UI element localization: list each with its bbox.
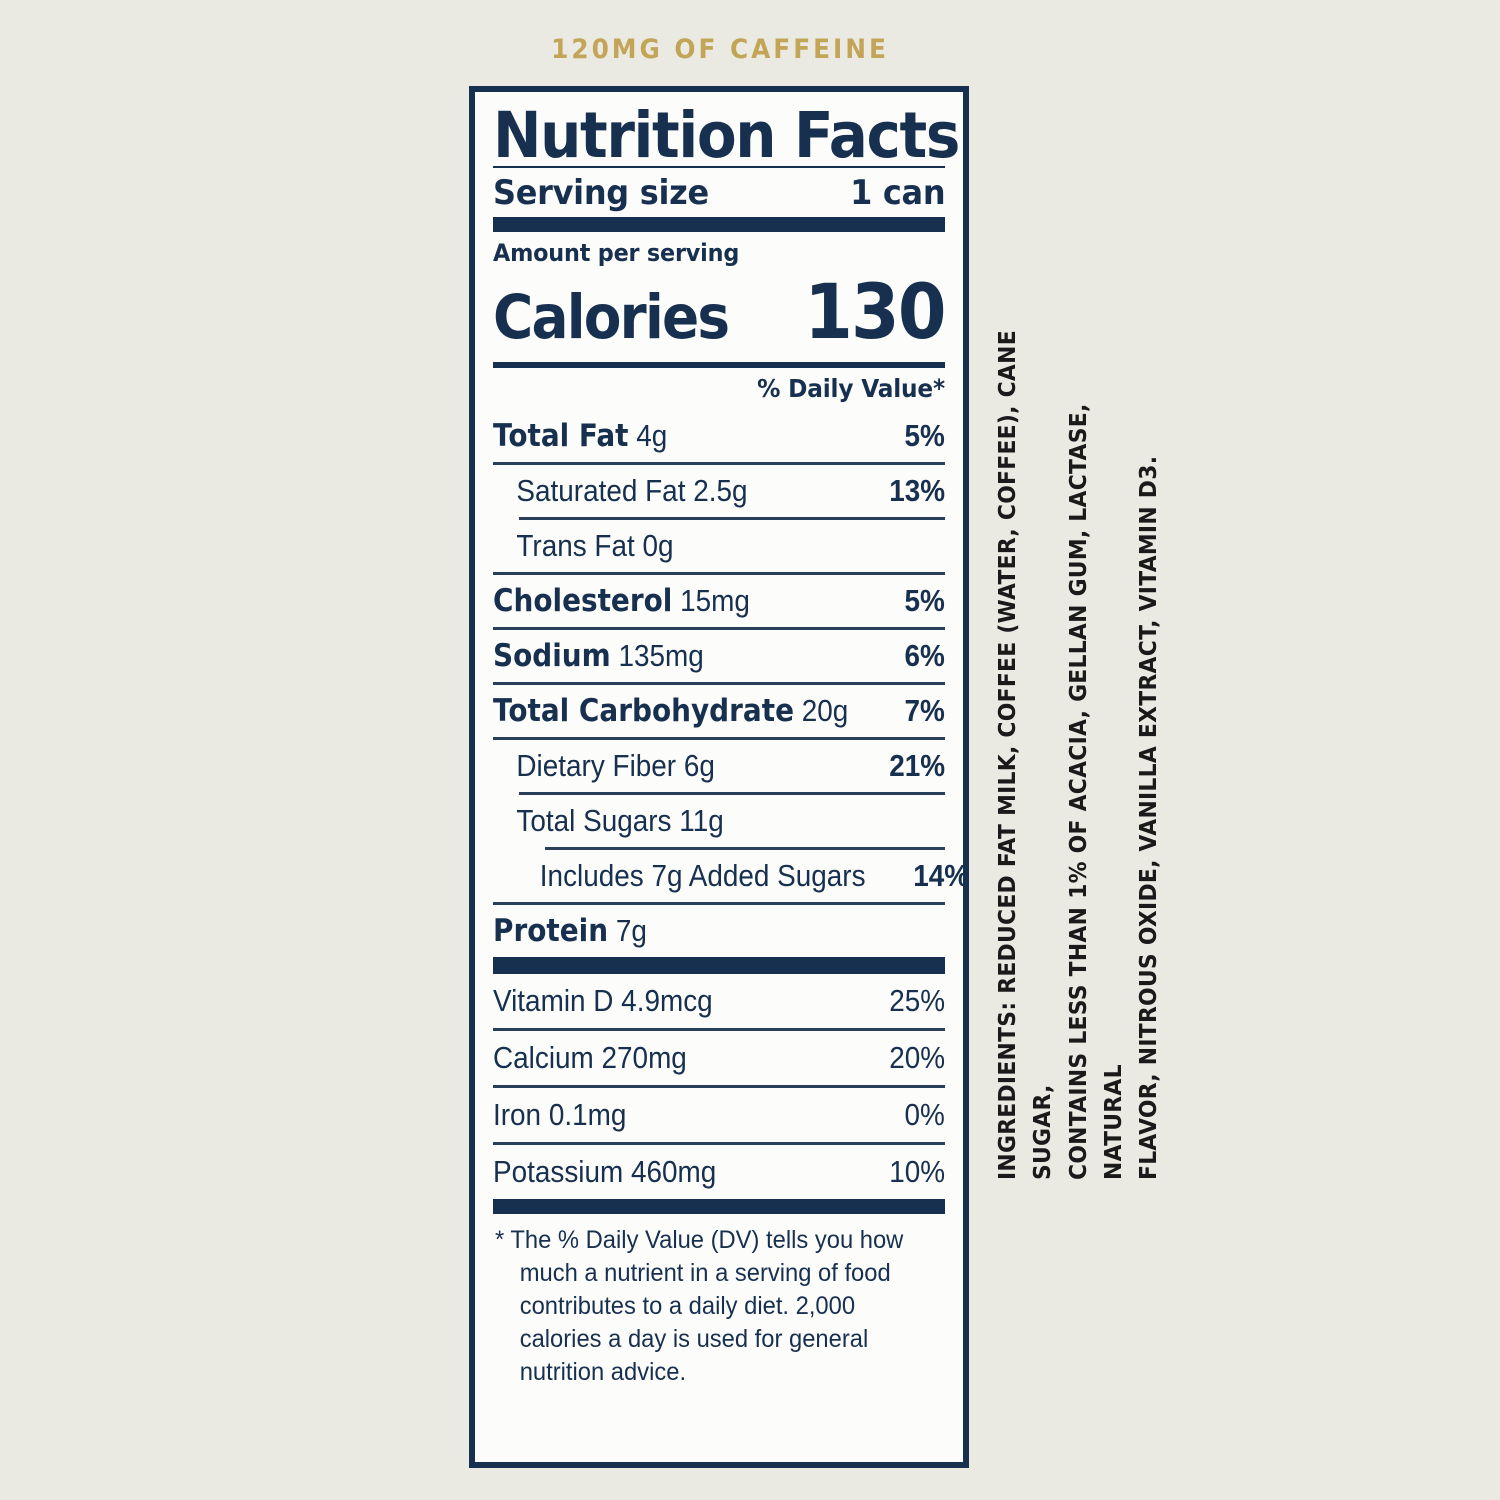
nutrient-row: Protein 7g <box>493 905 945 957</box>
nutrient-daily-value: 6% <box>904 638 945 674</box>
nutrient-divider <box>493 462 945 466</box>
nutrient-amount: 2.5g <box>685 473 748 509</box>
nutrient-amount: 6g <box>676 748 715 784</box>
nutrient-amount: 20g <box>794 693 849 729</box>
daily-value-footnote-text: * The % Daily Value (DV) tells you how m… <box>495 1226 904 1387</box>
nutrient-row: Includes 7g Added Sugars 14% <box>493 850 969 902</box>
nutrient-label: Protein 7g <box>493 913 647 950</box>
divider-thick-above-calories <box>493 217 945 233</box>
divider-thick-above-micronutrients <box>493 957 945 975</box>
nutrient-row: Saturated Fat 2.5g 13% <box>493 465 945 517</box>
daily-value-header: % Daily Value* <box>493 368 945 410</box>
serving-size-row: Serving size 1 can <box>493 168 945 217</box>
daily-value-footnote: * The % Daily Value (DV) tells you how m… <box>493 1214 945 1389</box>
nutrient-amount: 0g <box>634 528 674 564</box>
nutrient-row: Trans Fat 0g <box>493 520 945 572</box>
nutrient-daily-value: 5% <box>904 418 945 454</box>
ingredients-block: INGREDIENTS: REDUCED FAT MILK, COFFEE (W… <box>990 250 1162 1180</box>
nutrient-daily-value: 7% <box>904 693 945 729</box>
daily-value-header-text: % Daily Value* <box>757 374 945 404</box>
micronutrient-daily-value: 25% <box>889 983 945 1019</box>
calories-label: Calories <box>493 282 730 354</box>
nutrient-daily-value: 14% <box>913 858 969 894</box>
nutrient-divider <box>493 627 945 631</box>
divider-under-title <box>493 166 945 169</box>
nutrient-amount: 11g <box>671 803 724 839</box>
divider-under-calories <box>493 362 945 369</box>
calories-value: 130 <box>804 267 947 357</box>
nutrition-facts-title: Nutrition Facts <box>493 99 960 172</box>
nutrient-daily-value: 13% <box>889 473 945 509</box>
nutrient-row: Total Sugars 11g <box>493 795 945 847</box>
nutrient-divider <box>493 572 945 576</box>
nutrient-row: Total Carbohydrate 20g 7% <box>493 685 945 737</box>
nutrient-amount: 4g <box>628 418 668 454</box>
nutrient-divider <box>493 682 945 686</box>
nutrient-label: Sodium 135mg <box>493 638 704 675</box>
nutrient-row: Total Fat 4g 5% <box>493 410 945 462</box>
caffeine-banner: 120MG OF CAFFEINE <box>551 34 889 65</box>
nutrient-divider <box>519 517 945 521</box>
micronutrient-row: Calcium 270mg 20% <box>493 1031 945 1085</box>
micronutrient-row: Potassium 460mg 10% <box>493 1145 945 1199</box>
nutrient-label: Total Fat 4g <box>493 418 668 455</box>
micronutrient-divider <box>493 1028 945 1032</box>
micronutrient-rows-container: Vitamin D 4.9mcg 25% Calcium 270mg 20% Iron … <box>493 974 945 1199</box>
micronutrient-label: Potassium 460mg <box>493 1154 717 1190</box>
micronutrient-label: Vitamin D 4.9mcg <box>493 983 713 1019</box>
micronutrient-divider <box>493 1085 945 1089</box>
micronutrient-label: Iron 0.1mg <box>493 1097 627 1133</box>
micronutrient-label: Calcium 270mg <box>493 1040 687 1076</box>
calories-row: Calories 130 <box>493 267 947 362</box>
nutrient-label: Total Sugars 11g <box>516 803 724 839</box>
amount-per-serving-label: Amount per serving <box>493 239 740 268</box>
nutrient-divider <box>493 902 945 906</box>
nutrient-row: Dietary Fiber 6g 21% <box>493 740 945 792</box>
nutrition-facts-panel: Nutrition Facts Serving size 1 can Amoun… <box>469 86 969 1468</box>
micronutrient-row: Vitamin D 4.9mcg 25% <box>493 974 945 1028</box>
nutrient-row: Sodium 135mg 6% <box>493 630 945 682</box>
nutrient-amount: 7g <box>608 913 647 949</box>
micronutrient-daily-value: 0% <box>904 1097 945 1133</box>
serving-size-value: 1 can <box>849 173 946 214</box>
nutrient-label: Includes 7g Added Sugars <box>539 858 866 894</box>
ingredients-text: INGREDIENTS: REDUCED FAT MILK, COFFEE (W… <box>993 330 1162 1180</box>
nutrient-amount: 135mg <box>610 638 704 674</box>
nutrient-label: Cholesterol 15mg <box>493 583 750 620</box>
nutrient-label: Trans Fat 0g <box>516 528 674 564</box>
nutrient-row: Cholesterol 15mg 5% <box>493 575 945 627</box>
serving-size-label: Serving size <box>493 173 709 214</box>
nutrient-rows-container: Total Fat 4g 5% Saturated Fat 2.5g 13% Trans… <box>493 410 969 957</box>
nutrient-label: Total Carbohydrate 20g <box>493 693 849 730</box>
micronutrient-daily-value: 20% <box>889 1040 945 1076</box>
nutrient-label: Dietary Fiber 6g <box>516 748 715 784</box>
micronutrient-row: Iron 0.1mg 0% <box>493 1088 945 1142</box>
nutrient-amount: 15mg <box>672 583 750 619</box>
nutrient-daily-value: 21% <box>889 748 945 784</box>
nutrient-daily-value: 5% <box>904 583 945 619</box>
micronutrient-divider <box>493 1142 945 1146</box>
micronutrient-daily-value: 10% <box>889 1154 945 1190</box>
nutrient-divider <box>493 737 945 741</box>
nutrient-divider <box>545 847 945 851</box>
divider-thick-above-footnote <box>493 1199 945 1215</box>
nutrient-label: Saturated Fat 2.5g <box>516 473 748 509</box>
nutrient-divider <box>519 792 945 796</box>
